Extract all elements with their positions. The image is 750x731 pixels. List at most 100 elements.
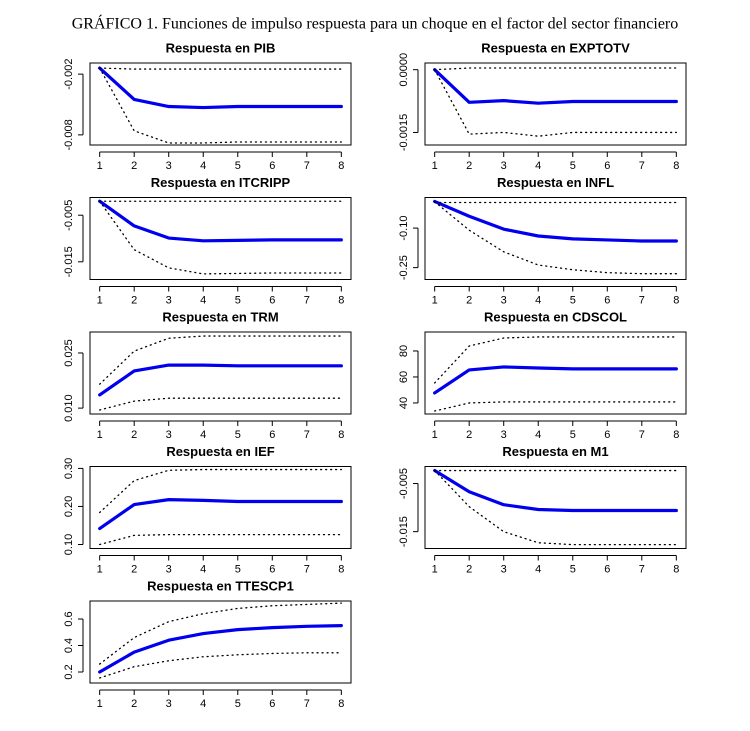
x-tick-label: 4: [200, 429, 206, 441]
x-tick-label: 7: [304, 160, 310, 172]
x-tick-label: 2: [466, 563, 472, 575]
x-tick-label: 8: [673, 160, 679, 172]
x-tick-label: 7: [639, 429, 645, 441]
x-tick-label: 8: [338, 698, 344, 710]
x-tick-label: 5: [570, 160, 576, 172]
confidence-band: [434, 401, 677, 412]
x-tick-label: 2: [131, 160, 137, 172]
confidence-band: [434, 67, 677, 71]
panel-title: Respuesta en EXPTOTV: [481, 40, 630, 55]
panel-title: Respuesta en M1: [502, 444, 608, 459]
x-tick-label: 3: [501, 294, 507, 306]
panel-title: Respuesta en IEF: [166, 444, 274, 459]
x-tick-label: 1: [432, 160, 438, 172]
x-tick-label: 2: [131, 698, 137, 710]
y-tick-label: 80: [398, 345, 410, 357]
x-tick-label: 8: [338, 160, 344, 172]
x-tick-label: 8: [673, 563, 679, 575]
x-tick-label: 4: [200, 563, 206, 575]
y-tick-label: 0.0000: [398, 53, 410, 87]
x-tick-label: 4: [535, 160, 541, 172]
y-tick-label: 0.30: [63, 458, 75, 479]
x-tick-label: 3: [166, 698, 172, 710]
y-tick-label: -0.015: [398, 516, 410, 547]
confidence-band: [434, 469, 677, 546]
x-tick-label: 5: [235, 698, 241, 710]
x-tick-label: 1: [432, 563, 438, 575]
x-tick-label: 7: [304, 294, 310, 306]
confidence-band: [99, 533, 342, 546]
x-tick-label: 8: [338, 563, 344, 575]
y-tick-label: 0.2: [63, 664, 75, 679]
x-tick-label: 5: [570, 294, 576, 306]
y-tick-label: 0.4: [63, 638, 75, 653]
confidence-band: [99, 602, 342, 665]
x-tick-label: 7: [304, 429, 310, 441]
panel: Respuesta en ITCRIPP 1 2 3 4 5 6 7 8 -0.005 -0.015: [63, 175, 352, 306]
y-tick-label: 0.025: [63, 339, 75, 367]
panel: Respuesta en PIB 1 2 3 4 5 6 7 8 -0.002 -0.008: [63, 40, 352, 172]
x-tick-label: 3: [501, 429, 507, 441]
x-tick-label: 1: [432, 294, 438, 306]
x-tick-label: 4: [535, 563, 541, 575]
x-tick-label: 6: [604, 563, 610, 575]
panel: Respuesta en INFL 1 2 3 4 5 6 7 8 -0.10 -0.25: [398, 175, 687, 306]
y-tick-label: 0.20: [63, 496, 75, 517]
confidence-band: [99, 397, 342, 411]
response-line: [98, 66, 343, 110]
y-tick-label: 40: [398, 397, 410, 409]
x-tick-label: 2: [131, 563, 137, 575]
x-tick-label: 3: [501, 160, 507, 172]
panel: Respuesta en TTESCP1 1 2 3 4 5 6 7 8 0.2 0.4 0.6: [63, 578, 352, 710]
confidence-band: [99, 335, 342, 385]
confidence-band: [434, 336, 677, 384]
x-tick-label: 1: [97, 698, 103, 710]
confidence-band: [99, 67, 342, 70]
response-line: [98, 624, 343, 674]
panel: Respuesta en TRM 1 2 3 4 5 6 7 8 0.010 0.025: [63, 309, 352, 441]
x-tick-label: 4: [200, 160, 206, 172]
x-tick-label: 2: [466, 294, 472, 306]
confidence-band: [99, 652, 342, 679]
plot-box: [424, 62, 687, 146]
confidence-band: [99, 67, 342, 144]
x-tick-label: 2: [466, 429, 472, 441]
x-tick-label: 5: [235, 429, 241, 441]
y-tick-label: 0.6: [63, 611, 75, 626]
response-line: [433, 365, 678, 395]
y-tick-label: -0.25: [398, 255, 410, 280]
plot-box: [424, 197, 687, 280]
response-line: [98, 498, 343, 531]
x-tick-label: 6: [604, 294, 610, 306]
x-tick-label: 5: [570, 563, 576, 575]
x-tick-label: 8: [338, 294, 344, 306]
x-tick-label: 8: [338, 429, 344, 441]
response-line: [98, 363, 343, 397]
panel-title: Respuesta en ITCRIPP: [151, 175, 291, 190]
y-tick-label: -0.015: [63, 246, 75, 277]
x-tick-label: 1: [432, 429, 438, 441]
plot-box: [424, 331, 687, 415]
confidence-band: [99, 468, 342, 514]
panel-title: Respuesta en TTESCP1: [147, 578, 294, 593]
plot-box: [89, 466, 352, 549]
panel-title: Respuesta en CDSCOL: [484, 309, 627, 324]
x-tick-label: 6: [604, 429, 610, 441]
panel: Respuesta en M1 1 2 3 4 5 6 7 8 -0.005 -0.015: [398, 444, 687, 575]
x-tick-label: 6: [269, 429, 275, 441]
x-tick-label: 2: [131, 429, 137, 441]
panel: Respuesta en IEF 1 2 3 4 5 6 7 8 0.10 0.20 0.30: [63, 444, 352, 575]
plot-box: [89, 62, 352, 146]
x-tick-label: 8: [673, 294, 679, 306]
x-tick-label: 1: [97, 563, 103, 575]
panel-title: Respuesta en PIB: [166, 40, 276, 55]
x-tick-label: 6: [604, 160, 610, 172]
response-line: [433, 468, 678, 513]
x-tick-label: 7: [639, 294, 645, 306]
x-tick-label: 7: [639, 160, 645, 172]
x-tick-label: 6: [269, 563, 275, 575]
x-tick-label: 7: [304, 698, 310, 710]
y-tick-label: -0.005: [63, 200, 75, 231]
x-tick-label: 4: [535, 429, 541, 441]
confidence-band: [434, 69, 677, 137]
